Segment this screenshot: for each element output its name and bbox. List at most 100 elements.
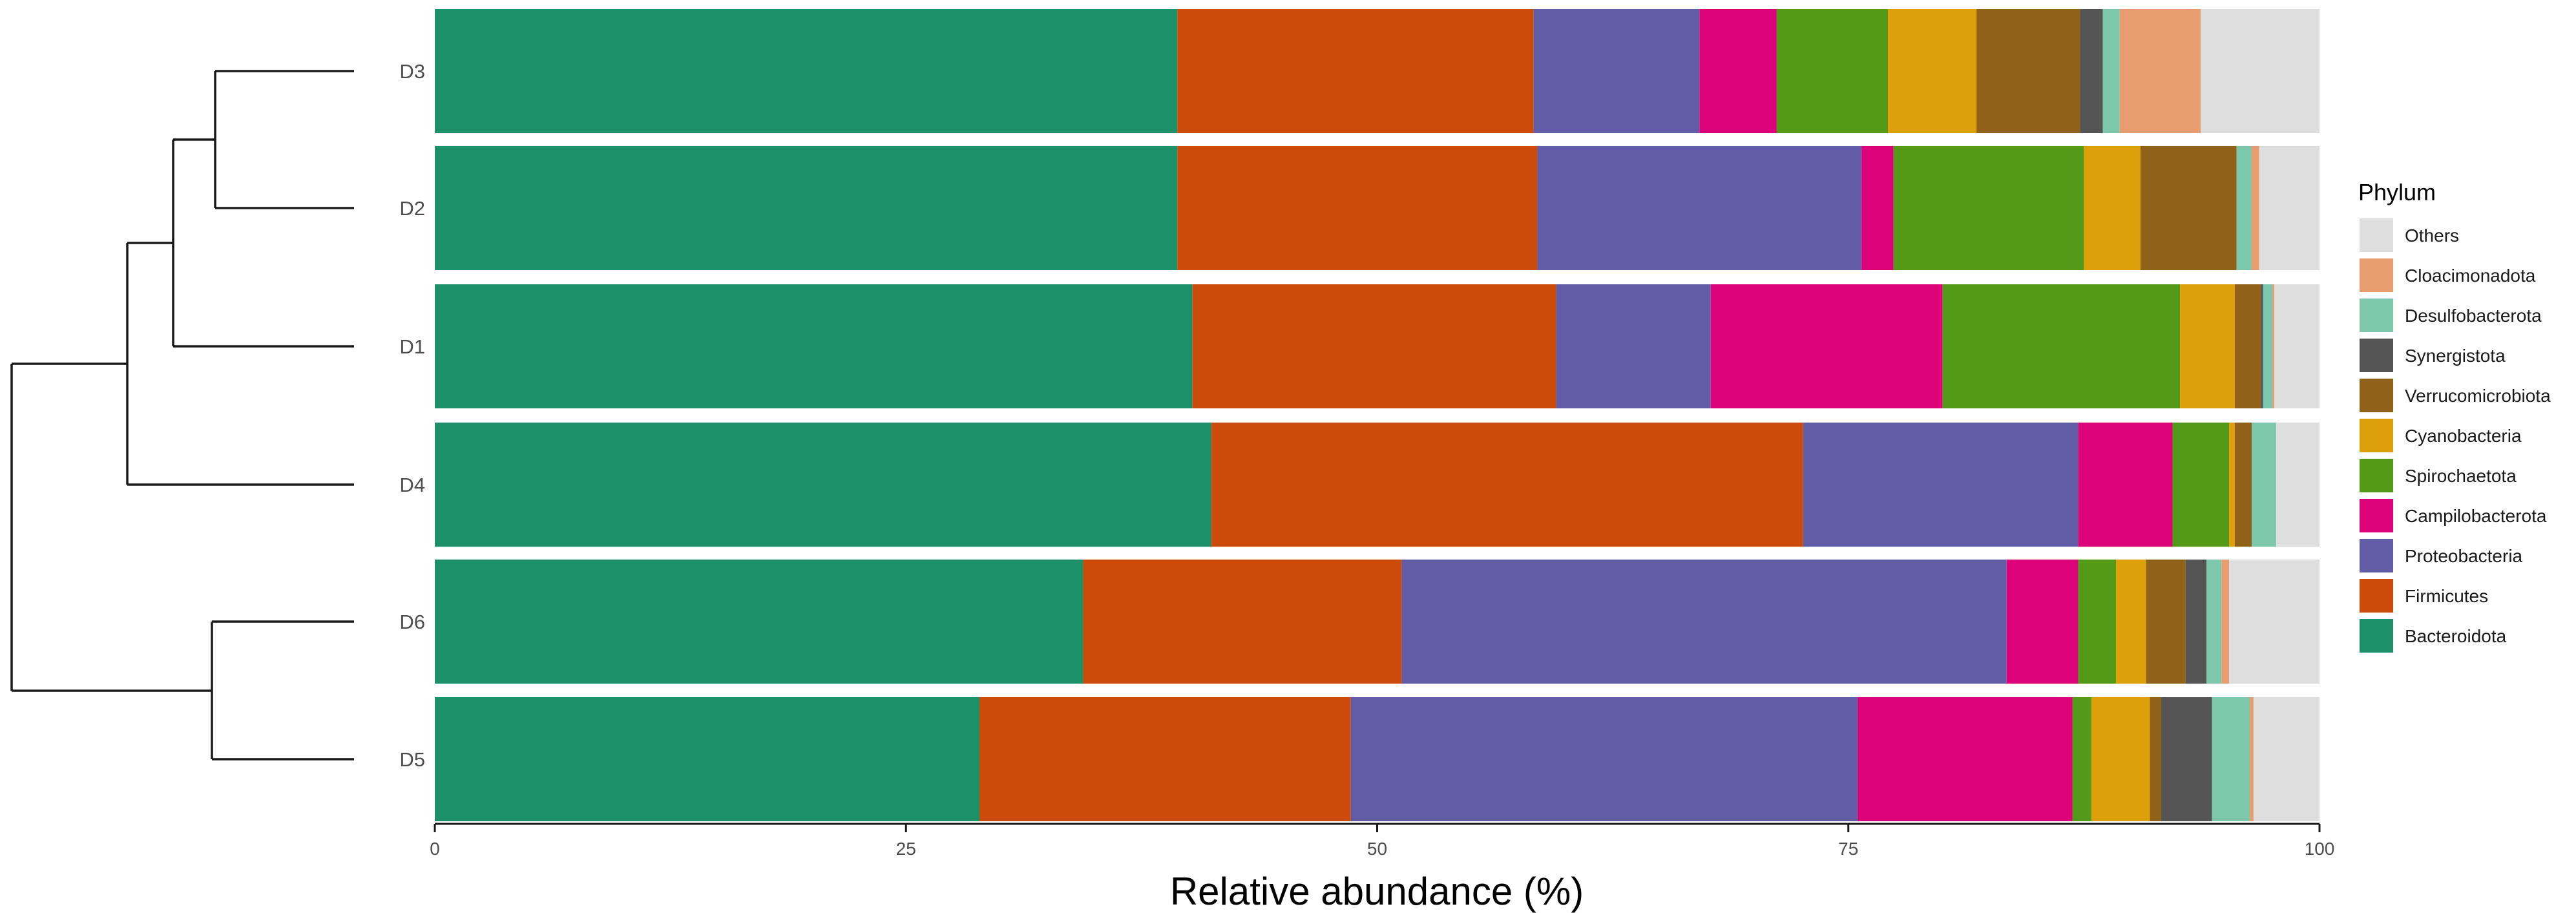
legend-label-others: Others — [2405, 226, 2459, 246]
x-tick-label: 75 — [1838, 839, 1858, 859]
bar-segment-d5-spirochaetota — [2072, 697, 2092, 821]
bar-segment-d1-others — [2274, 284, 2319, 408]
legend-key-desulfobacterota — [2360, 299, 2393, 332]
bar-segment-d3-proteobacteria — [1533, 9, 1700, 133]
bar-segment-d6-others — [2228, 560, 2319, 684]
bar-segment-d1-cloacimonadota — [2272, 284, 2274, 408]
bar-segment-d4-proteobacteria — [1803, 423, 2079, 547]
legend-label-cloacimonadota: Cloacimonadota — [2405, 266, 2536, 286]
legend-label-cyanobacteria: Cyanobacteria — [2405, 426, 2522, 446]
bar-segment-d2-verrucomicrobiota — [2140, 146, 2237, 270]
legend-label-verrucomicrobiota: Verrucomicrobiota — [2405, 386, 2551, 406]
legend-key-cyanobacteria — [2360, 419, 2393, 452]
bar-segment-d1-spirochaetota — [1942, 284, 2181, 408]
legend-key-firmicutes — [2360, 579, 2393, 613]
bar-segment-d4-firmicutes — [1211, 423, 1803, 547]
legend-label-bacteroidota: Bacteroidota — [2405, 626, 2507, 646]
bar-segment-d3-spirochaetota — [1776, 9, 1889, 133]
legend-label-campilobacterota: Campilobacterota — [2405, 506, 2547, 526]
bar-segment-d4-others — [2276, 423, 2319, 547]
bar-segment-d5-others — [2253, 697, 2319, 821]
bar-segment-d3-bacteroidota — [435, 9, 1178, 133]
bar-segment-d6-firmicutes — [1083, 560, 1402, 684]
bar-segment-d6-cloacimonadota — [2221, 560, 2229, 684]
x-tick-label: 0 — [430, 839, 440, 859]
legend-key-bacteroidota — [2360, 619, 2393, 653]
bar-segment-d1-desulfobacterota — [2263, 284, 2273, 408]
bar-segment-d3-cloacimonadota — [2119, 9, 2201, 133]
bar-segment-d4-verrucomicrobiota — [2234, 423, 2252, 547]
bar-segment-d4-bacteroidota — [435, 423, 1211, 547]
bar-segment-d5-desulfobacterota — [2212, 697, 2250, 821]
bar-segment-d5-campilobacterota — [1858, 697, 2073, 821]
bar-segment-d1-firmicutes — [1192, 284, 1556, 408]
bar-segment-d6-spirochaetota — [2078, 560, 2116, 684]
sample-label-d4: D4 — [399, 474, 425, 496]
bar-segment-d3-verrucomicrobiota — [1976, 9, 2080, 133]
x-tick-label: 25 — [896, 839, 916, 859]
bar-segment-d5-proteobacteria — [1350, 697, 1858, 821]
x-axis-title: Relative abundance (%) — [1170, 870, 1584, 913]
bar-segment-d2-others — [2259, 146, 2319, 270]
x-ticks: 0 25 50 75 100 — [430, 824, 2334, 859]
x-axis: 0 25 50 75 100 Relative abundance (%) — [430, 823, 2334, 913]
legend-key-spirochaetota — [2360, 459, 2393, 492]
sample-label-d1: D1 — [399, 335, 425, 358]
bar-segment-d5-cyanobacteria — [2091, 697, 2150, 821]
bar-segment-d5-synergistota — [2161, 697, 2212, 821]
sample-label-d5: D5 — [399, 748, 425, 771]
legend-items: Others Cloacimonadota Desulfobacterota Syne… — [2360, 218, 2551, 653]
bar-segment-d1-cyanobacteria — [2180, 284, 2235, 408]
bar-segment-d1-verrucomicrobiota — [2234, 284, 2261, 408]
bar-segment-d2-bacteroidota — [435, 146, 1178, 270]
legend: Phylum Others Cloacimonadota Desulfobacter… — [2358, 179, 2551, 653]
bar-segment-d6-proteobacteria — [1401, 560, 2007, 684]
dendrogram — [10, 70, 354, 761]
legend-key-others — [2360, 218, 2393, 252]
bar-segment-d6-campilobacterota — [2006, 560, 2079, 684]
legend-key-proteobacteria — [2360, 539, 2393, 572]
bar-segment-d2-cloacimonadota — [2251, 146, 2259, 270]
bar-segment-d3-firmicutes — [1177, 9, 1534, 133]
bar-segment-d2-cyanobacteria — [2084, 146, 2141, 270]
sample-labels: D3 D2 D1 D4 D6 D5 — [399, 60, 425, 771]
legend-title: Phylum — [2358, 179, 2436, 205]
bar-segment-d6-cyanobacteria — [2115, 560, 2146, 684]
bar-segment-d2-firmicutes — [1177, 146, 1538, 270]
bar-segment-d2-proteobacteria — [1537, 146, 1862, 270]
legend-key-campilobacterota — [2360, 499, 2393, 532]
bars — [435, 9, 2319, 821]
bar-segment-d6-desulfobacterota — [2206, 560, 2222, 684]
bar-segment-d3-desulfobacterota — [2102, 9, 2120, 133]
legend-label-spirochaetota: Spirochaetota — [2405, 466, 2517, 486]
bar-segment-d1-campilobacterota — [1710, 284, 1943, 408]
x-tick-label: 50 — [1367, 839, 1387, 859]
bar-segment-d5-bacteroidota — [435, 697, 980, 821]
bar-segment-d1-proteobacteria — [1556, 284, 1711, 408]
bar-segment-d5-cloacimonadota — [2250, 697, 2254, 821]
bar-segment-d4-campilobacterota — [2078, 423, 2173, 547]
bar-segment-d6-synergistota — [2185, 560, 2206, 684]
legend-key-verrucomicrobiota — [2360, 379, 2393, 412]
bar-segment-d3-others — [2201, 9, 2319, 133]
bar-segment-d2-desulfobacterota — [2236, 146, 2252, 270]
bar-segment-d3-campilobacterota — [1699, 9, 1777, 133]
x-tick-label: 100 — [2305, 839, 2335, 859]
legend-label-desulfobacterota: Desulfobacterota — [2405, 306, 2542, 326]
sample-label-d6: D6 — [399, 611, 425, 633]
legend-label-synergistota: Synergistota — [2405, 346, 2506, 366]
bar-segment-d4-cyanobacteria — [2228, 423, 2235, 547]
sample-label-d3: D3 — [399, 60, 425, 83]
bar-segment-d2-campilobacterota — [1861, 146, 1894, 270]
bar-segment-d5-firmicutes — [979, 697, 1351, 821]
legend-label-firmicutes: Firmicutes — [2405, 586, 2488, 606]
bar-segment-d1-synergistota — [2261, 284, 2263, 408]
bar-segment-d6-bacteroidota — [435, 560, 1084, 684]
bar-segment-d2-spirochaetota — [1893, 146, 2084, 270]
legend-label-proteobacteria: Proteobacteria — [2405, 546, 2523, 566]
bar-segment-d6-verrucomicrobiota — [2146, 560, 2186, 684]
bar-segment-d1-bacteroidota — [435, 284, 1193, 408]
bar-segment-d5-verrucomicrobiota — [2150, 697, 2161, 821]
bar-segment-d3-cyanobacteria — [1888, 9, 1977, 133]
